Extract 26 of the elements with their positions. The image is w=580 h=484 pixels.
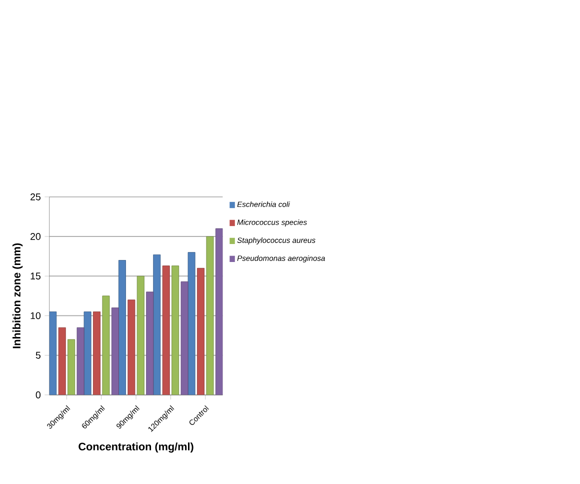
bar: [215, 228, 223, 395]
bar: [197, 268, 204, 395]
bar: [206, 236, 214, 395]
bar: [172, 265, 180, 395]
y-tick-label: 25: [30, 193, 40, 200]
bar: [188, 252, 196, 395]
bar: [49, 311, 57, 395]
bar: [111, 307, 119, 395]
bar: [128, 299, 136, 395]
y-tick-label: 20: [30, 232, 41, 240]
y-tick-label: 10: [30, 312, 41, 319]
bar: [93, 311, 100, 395]
x-axis-title: Concentration (mg/ml): [78, 442, 194, 452]
bar: [118, 260, 126, 395]
y-axis-title: Inhibition zone (mm): [12, 243, 23, 348]
y-tick-label: 5: [36, 352, 40, 359]
y-tick-label: 15: [30, 272, 40, 280]
bar: [153, 254, 161, 395]
bar: [136, 276, 144, 395]
bar: [84, 311, 92, 395]
bar: [102, 295, 110, 395]
y-tick-label: 0: [36, 391, 41, 398]
bar: [68, 339, 76, 395]
bar: [146, 292, 154, 395]
bar: [162, 265, 170, 395]
bar: [58, 327, 66, 395]
